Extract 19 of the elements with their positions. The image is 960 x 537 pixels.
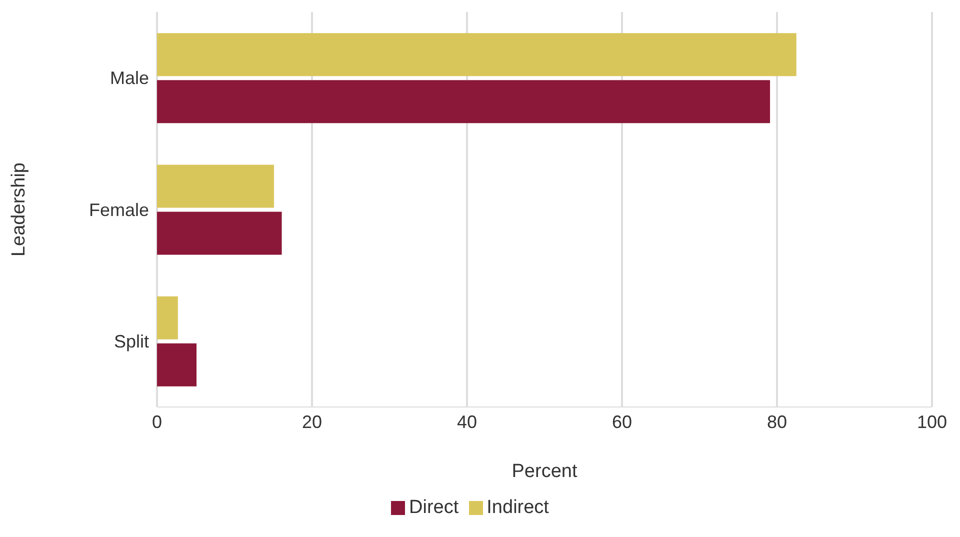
x-tick-label: 60 <box>612 412 632 432</box>
bar <box>157 212 282 255</box>
y-tick-label: Male <box>110 68 149 88</box>
y-tick-label: Split <box>114 332 149 352</box>
legend-label: Direct <box>409 497 459 518</box>
x-tick-label: 40 <box>456 412 478 432</box>
x-axis-title: Percent <box>512 461 578 482</box>
y-axis-title: Leadership <box>8 162 30 257</box>
bar <box>157 33 796 76</box>
legend-label: Indirect <box>486 497 549 518</box>
x-tick-label: 0 <box>152 412 162 432</box>
x-tick-label: 80 <box>766 412 788 432</box>
x-tick-label: 20 <box>302 412 322 432</box>
bar <box>157 164 274 208</box>
x-tick-label: 100 <box>916 412 948 432</box>
bar <box>157 343 197 386</box>
bar <box>157 80 770 124</box>
y-tick-label: Female <box>88 200 149 220</box>
bar <box>157 296 178 340</box>
